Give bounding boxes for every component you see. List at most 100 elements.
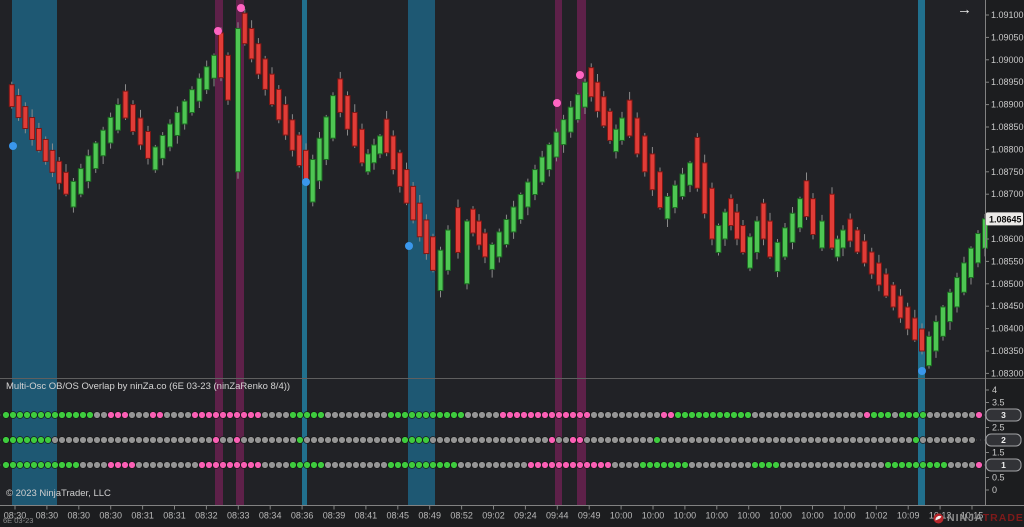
renko-bar-down — [470, 208, 476, 234]
oscillator-dot — [58, 411, 66, 419]
oscillator-dot — [324, 411, 332, 419]
oscillator-dot — [527, 436, 535, 444]
oscillator-dot — [457, 436, 465, 444]
oscillator-dot — [940, 436, 948, 444]
oscillator-dot — [254, 461, 262, 469]
oscillator-dot — [569, 461, 577, 469]
time-tick-label: 09:49 — [578, 511, 601, 521]
renko-bar-up — [687, 162, 693, 186]
oscillator-dot — [485, 461, 493, 469]
oscillator-dot — [275, 411, 283, 419]
renko-bar-down — [396, 152, 403, 187]
renko-bar-up — [553, 131, 560, 158]
renko-bar-down — [275, 88, 282, 121]
oscillator-dot — [72, 436, 80, 444]
oscillator-dot — [107, 436, 115, 444]
renko-bar-down — [410, 185, 417, 221]
renko-bar-down — [225, 54, 231, 101]
renko-bar-up — [211, 54, 217, 79]
oscillator-dot — [947, 461, 955, 469]
oscillator-dot — [261, 461, 269, 469]
oscillator-dot — [198, 436, 206, 444]
oscillator-dot — [30, 461, 38, 469]
oscillator-dot — [870, 436, 878, 444]
oscillator-dot — [142, 411, 150, 419]
oscillator-dot — [310, 436, 318, 444]
oscillator-dot — [282, 461, 290, 469]
oscillator-dot — [534, 461, 542, 469]
oscillator-dot — [233, 461, 241, 469]
oscillator-dot — [366, 411, 374, 419]
oscillator-dot — [961, 461, 969, 469]
time-tick-label: 08:52 — [450, 511, 473, 521]
oscillator-dot — [212, 411, 220, 419]
oscillator-dot — [170, 411, 178, 419]
renko-bar-up — [926, 335, 932, 367]
oversold-band — [918, 0, 925, 505]
oscillator-dot — [303, 411, 311, 419]
renko-bar-down — [904, 306, 911, 330]
renko-bar-down — [296, 134, 303, 167]
oscillator-dot — [324, 461, 332, 469]
oscillator-dot — [772, 436, 780, 444]
oscillator-dot — [51, 461, 59, 469]
renko-bar-down — [594, 81, 601, 112]
oscillator-dot — [695, 436, 703, 444]
time-axis[interactable] — [0, 506, 1024, 527]
oscillator-dot — [632, 461, 640, 469]
oscillator-dot — [135, 461, 143, 469]
oscillator-dot — [667, 461, 675, 469]
oscillator-dot — [786, 436, 794, 444]
time-tick-label: 08:39 — [323, 511, 346, 521]
oscillator-dot — [254, 411, 262, 419]
renko-bar-up — [524, 181, 531, 208]
oscillator-dot — [800, 436, 808, 444]
renko-bar-up — [503, 218, 510, 245]
oscillator-dot — [163, 411, 171, 419]
oscillator-dot — [611, 461, 619, 469]
oscillator-dot — [226, 461, 234, 469]
oscillator-dot — [646, 411, 654, 419]
oscillator-dot — [905, 461, 913, 469]
oscillator-dot — [93, 436, 101, 444]
oscillator-dot — [163, 461, 171, 469]
oscillator-dot — [653, 436, 661, 444]
oscillator-dot — [891, 436, 899, 444]
price-tick-label: 1.08300 — [991, 368, 1024, 378]
renko-bar-down — [403, 169, 410, 204]
oscillator-dot — [478, 411, 486, 419]
oscillator-dot — [877, 461, 885, 469]
oscillator-dot — [842, 436, 850, 444]
renko-bar-down — [289, 119, 296, 151]
oscillator-dot — [79, 411, 87, 419]
oscillator-dot — [205, 411, 213, 419]
renko-bar-down — [416, 202, 423, 238]
oscillator-dot — [898, 411, 906, 419]
overbought-band — [236, 0, 244, 505]
oscillator-dot — [142, 461, 150, 469]
time-tick-label: 09:24 — [514, 511, 537, 521]
oscillator-dot — [464, 461, 472, 469]
oscillator-dot — [653, 411, 661, 419]
oscillator-dot — [863, 436, 871, 444]
oscillator-dot — [415, 461, 423, 469]
oscillator-dot — [912, 411, 920, 419]
price-axis[interactable] — [985, 0, 1024, 506]
oscillator-dot — [723, 461, 731, 469]
oscillator-dot — [191, 461, 199, 469]
oscillator-dot — [744, 411, 752, 419]
oscillator-dot — [800, 461, 808, 469]
oscillator-dot — [828, 411, 836, 419]
oscillator-dot — [576, 461, 584, 469]
oscillator-dot — [765, 411, 773, 419]
oscillator-dot — [198, 461, 206, 469]
time-tick-label: 08:33 — [227, 511, 250, 521]
price-tick-label: 1.08550 — [991, 256, 1024, 266]
renko-bar-up — [445, 229, 451, 271]
oscillator-dot — [310, 411, 318, 419]
oscillator-dot — [821, 436, 829, 444]
oscillator-dot — [282, 436, 290, 444]
renko-bar-up — [377, 135, 383, 155]
renko-bar-up — [85, 155, 92, 182]
